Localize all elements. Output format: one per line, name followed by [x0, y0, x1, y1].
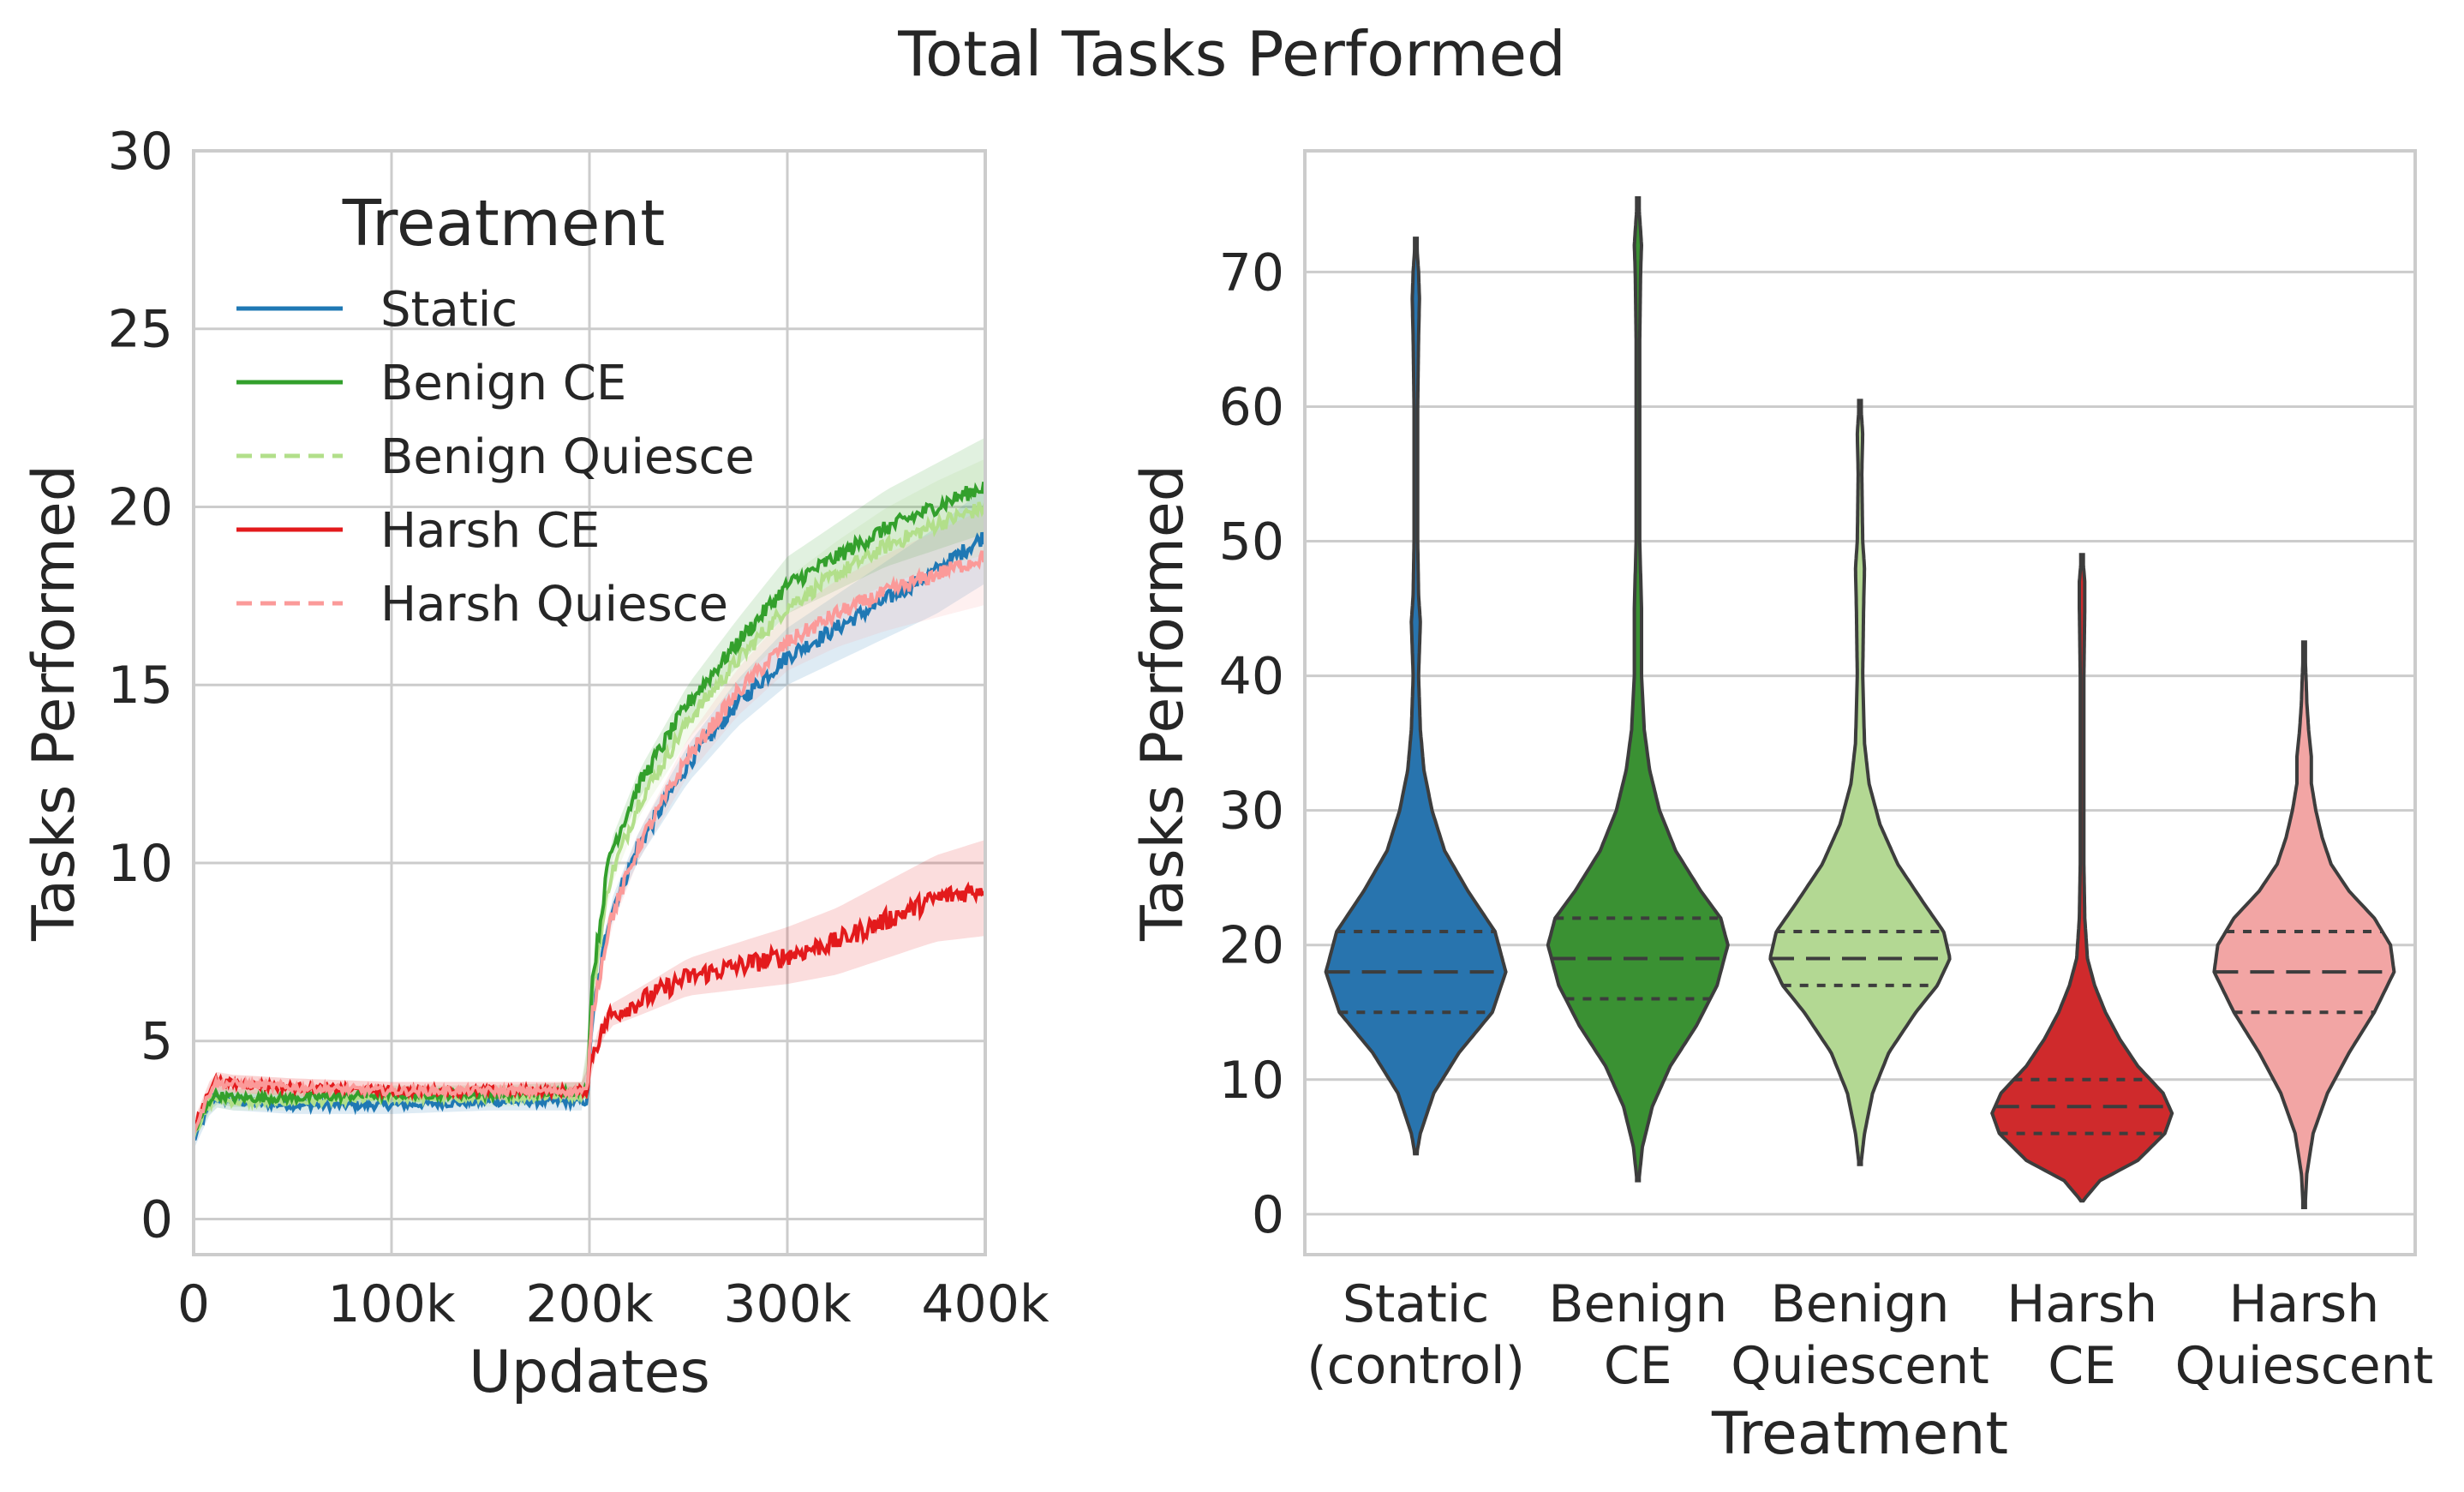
violin — [1546, 196, 1730, 1183]
y-tick-label: 50 — [1219, 512, 1284, 572]
violin-body — [1768, 398, 1952, 1166]
violin-body — [1324, 237, 1508, 1156]
y-tick-label: 20 — [1219, 916, 1284, 976]
legend-label: Harsh Quiesce — [380, 577, 728, 632]
legend-label: Harsh CE — [380, 503, 600, 559]
category-label: Static(control) — [1307, 1274, 1525, 1396]
category-label-line2: CE — [2048, 1336, 2116, 1396]
category-label-line2: (control) — [1307, 1336, 1525, 1396]
y-tick-label: 30 — [108, 122, 173, 182]
line-chart-x-axis-label: Updates — [469, 1339, 710, 1406]
legend-label: Static — [380, 282, 517, 338]
line-chart-y-tick-labels: 0 5 10 15 20 25 30 — [108, 122, 173, 1249]
legend-items: Static Benign CE Benign Quiesce Harsh CE Har… — [236, 282, 755, 632]
category-label-line2: Quiescent — [2175, 1336, 2434, 1396]
violin-shapes — [1324, 196, 2396, 1209]
y-tick-label: 0 — [1252, 1185, 1284, 1245]
legend-item: Harsh Quiesce — [236, 577, 728, 632]
legend-item: Benign Quiesce — [236, 429, 755, 485]
legend-title: Treatment — [342, 187, 666, 261]
category-label-line2: Quiescent — [1731, 1336, 1989, 1396]
line-chart-series-lines — [192, 482, 987, 1141]
y-tick-label: 5 — [141, 1012, 173, 1072]
y-tick-label: 30 — [1219, 782, 1284, 842]
violin — [1768, 398, 1952, 1166]
series-line — [192, 550, 987, 1135]
y-tick-label: 15 — [108, 656, 173, 716]
legend-label: Benign Quiesce — [380, 429, 755, 485]
y-tick-label: 60 — [1219, 377, 1284, 437]
y-tick-label: 25 — [108, 300, 173, 360]
violin-body — [1546, 196, 1730, 1183]
x-tick-label: 400k — [921, 1274, 1050, 1334]
violin-chart-frame — [1303, 149, 2417, 1256]
category-label-line1: Benign — [1771, 1274, 1950, 1334]
legend-label: Benign CE — [380, 356, 626, 411]
violin — [1990, 553, 2174, 1203]
y-tick-label: 20 — [108, 477, 173, 537]
x-tick-label: 0 — [177, 1274, 210, 1334]
category-label-line1: Static — [1343, 1274, 1490, 1334]
y-tick-label: 40 — [1219, 647, 1284, 707]
violin — [2212, 640, 2396, 1209]
violin-chart-x-axis-label: Treatment — [1711, 1400, 2008, 1468]
line-chart-frame — [192, 149, 987, 1256]
category-label-line2: CE — [1604, 1336, 1672, 1396]
x-tick-label: 100k — [327, 1274, 456, 1334]
line-chart-panel: 0 5 10 15 20 25 30 0 100k 200k 300k 400k Updates T… — [21, 122, 1050, 1406]
y-tick-label: 70 — [1219, 243, 1284, 303]
line-chart-y-axis-label: Tasks Performed — [21, 464, 88, 942]
category-label-line1: Harsh — [2006, 1274, 2157, 1334]
violin-chart-x-tick-labels: Static(control)BenignCEBenignQuiescentHa… — [1307, 1274, 2433, 1396]
violin-body — [2212, 640, 2396, 1209]
confidence-band — [194, 458, 985, 1143]
confidence-band — [194, 437, 985, 1143]
violin-chart-y-axis-label: Tasks Performed — [1129, 464, 1197, 942]
x-tick-label: 200k — [525, 1274, 654, 1334]
category-label-line1: Harsh — [2228, 1274, 2379, 1334]
legend-item: Benign CE — [236, 356, 626, 411]
confidence-band — [194, 508, 985, 1139]
y-tick-label: 10 — [1219, 1051, 1284, 1111]
legend-item: Static — [236, 282, 517, 338]
legend-item: Harsh CE — [236, 503, 600, 559]
line-chart-x-tick-labels: 0 100k 200k 300k 400k — [177, 1274, 1050, 1334]
violin — [1324, 237, 1508, 1156]
figure-title: Total Tasks Performed — [897, 18, 1565, 90]
violin-body — [1990, 553, 2174, 1203]
legend: Treatment Static Benign CE Benign Quiesce H… — [236, 187, 755, 632]
x-tick-label: 300k — [723, 1274, 852, 1334]
y-tick-label: 10 — [108, 834, 173, 894]
y-tick-label: 0 — [141, 1189, 173, 1249]
violin-chart-y-tick-labels: 0 10 20 30 40 50 60 70 — [1219, 243, 1284, 1245]
category-label-line1: Benign — [1548, 1274, 1727, 1334]
